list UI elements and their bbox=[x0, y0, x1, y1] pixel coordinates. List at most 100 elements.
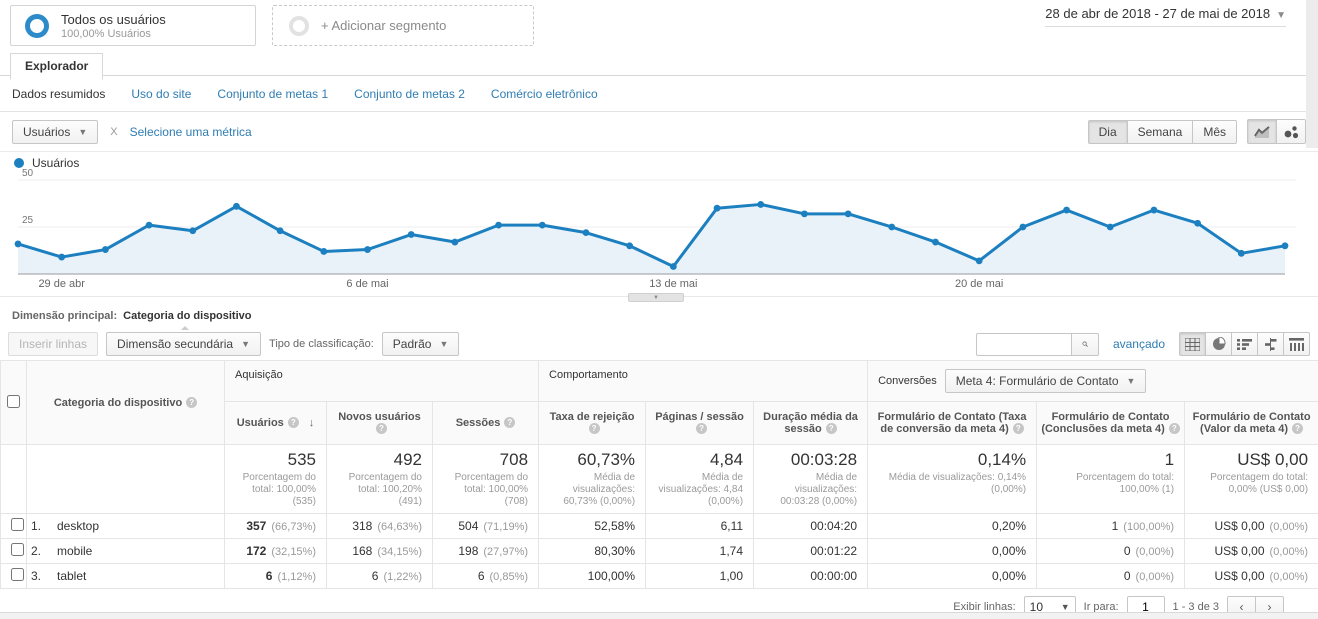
subtab-goal-set-2[interactable]: Conjunto de metas 2 bbox=[354, 86, 465, 101]
help-icon[interactable]: ? bbox=[1168, 423, 1180, 434]
x-tick-label: 20 de mai bbox=[955, 278, 1004, 290]
device-category-link[interactable]: mobile bbox=[57, 544, 93, 558]
table-summary-row: 535 Porcentagem do total: 100,00% (535) 4… bbox=[0, 444, 1318, 514]
device-category-table: Categoria do dispositivo? Aquisição Comp… bbox=[0, 360, 1318, 589]
column-sessions[interactable]: Sessões? bbox=[431, 401, 540, 445]
granularity-group: Dia Semana Mês bbox=[1087, 119, 1237, 144]
segment-subtitle: 100,00% Usuários bbox=[61, 27, 151, 40]
add-segment-label: + Adicionar segmento bbox=[321, 18, 447, 33]
line-chart-icon bbox=[1254, 125, 1270, 138]
legend-label: Usuários bbox=[32, 156, 80, 170]
column-pages-per-session[interactable]: Páginas / sessão? bbox=[645, 401, 755, 445]
help-icon[interactable]: ? bbox=[1012, 423, 1024, 434]
select-all-checkbox[interactable] bbox=[7, 394, 20, 408]
help-icon[interactable]: ? bbox=[825, 423, 837, 434]
scrollbar[interactable] bbox=[1306, 0, 1318, 148]
table-view-icon bbox=[1185, 337, 1200, 351]
row-checkbox[interactable] bbox=[11, 518, 24, 531]
device-category-link[interactable]: desktop bbox=[57, 519, 100, 533]
conversions-label: Conversões bbox=[878, 375, 937, 387]
granularity-month-button[interactable]: Mês bbox=[1192, 119, 1237, 144]
date-range-text: 28 de abr de 2018 - 27 de mai de 2018 bbox=[1045, 6, 1271, 21]
tab-explorer[interactable]: Explorador bbox=[10, 53, 104, 80]
pie-chart-icon bbox=[1212, 337, 1226, 350]
segment-header: Todos os usuários 100,00% Usuários + Adi… bbox=[0, 0, 1318, 148]
column-avg-session-duration[interactable]: Duração média da sessão? bbox=[753, 401, 869, 445]
help-icon[interactable]: ? bbox=[287, 417, 299, 428]
users-timeseries-chart[interactable]: 25 50 29 de abr 6 de mai 13 de mai 20 de mai… bbox=[0, 168, 1318, 304]
comparison-bars-icon bbox=[1265, 337, 1277, 351]
select-all-cell bbox=[0, 360, 27, 445]
column-goal-completions[interactable]: Formulário de Contato (Conclusões da met… bbox=[1036, 401, 1186, 445]
goto-page-label: Ir para: bbox=[1083, 601, 1119, 613]
category-header-label: Categoria do dispositivo bbox=[53, 396, 183, 409]
insert-rows-button[interactable]: Inserir linhas bbox=[8, 332, 99, 356]
row-checkbox[interactable] bbox=[11, 568, 24, 581]
help-icon[interactable]: ? bbox=[588, 423, 600, 434]
segment-title: Todos os usuários bbox=[61, 11, 166, 27]
column-new-users[interactable]: Novos usuários? bbox=[326, 401, 433, 445]
granularity-day-button[interactable]: Dia bbox=[1087, 119, 1128, 144]
select-metric-link[interactable]: Selecione uma métrica bbox=[129, 124, 252, 139]
table-toolbar: Inserir linhas Dimensão secundária ▼ Tipo… bbox=[0, 328, 1318, 360]
metric-dropdown[interactable]: Usuários ▼ bbox=[12, 119, 99, 144]
column-goal-value[interactable]: Formulário de Contato (Valor da meta 4)? bbox=[1184, 401, 1318, 445]
segment-all-users[interactable]: Todos os usuários 100,00% Usuários bbox=[10, 5, 256, 46]
sort-type-label: Tipo de classificação: bbox=[269, 338, 374, 350]
view-comparison-button[interactable] bbox=[1257, 332, 1284, 356]
help-icon[interactable]: ? bbox=[376, 423, 387, 434]
line-chart-button[interactable] bbox=[1247, 119, 1277, 144]
help-icon[interactable]: ? bbox=[504, 417, 516, 428]
view-table-button[interactable] bbox=[1179, 332, 1206, 356]
subtab-goal-set-1[interactable]: Conjunto de metas 1 bbox=[217, 86, 329, 101]
date-range-selector[interactable]: 28 de abr de 2018 - 27 de mai de 2018 ▼ bbox=[1045, 6, 1286, 27]
x-tick-label: 13 de mai bbox=[649, 278, 698, 290]
chart-canvas bbox=[14, 179, 1296, 275]
column-goal-conversion-rate[interactable]: Formulário de Contato (Taxa de conversão… bbox=[867, 401, 1038, 445]
table-metric-header-row: Usuários? ↓ Novos usuários? Sessões? Taxa… bbox=[1, 401, 1318, 445]
group-behavior: Comportamento bbox=[538, 360, 869, 402]
legend-dot-icon bbox=[14, 158, 24, 168]
view-percentage-button[interactable] bbox=[1205, 332, 1232, 356]
sort-type-dropdown[interactable]: Padrão ▼ bbox=[381, 332, 460, 356]
chevron-down-icon: ▼ bbox=[1276, 10, 1286, 21]
sort-desc-icon: ↓ bbox=[308, 417, 315, 429]
help-icon[interactable]: ? bbox=[1292, 423, 1304, 434]
y-tick-label: 25 bbox=[22, 215, 34, 226]
performance-bars-icon bbox=[1237, 338, 1252, 350]
help-icon[interactable]: ? bbox=[696, 423, 708, 434]
advanced-filter-link[interactable]: avançado bbox=[1112, 337, 1165, 351]
pivot-icon bbox=[1289, 337, 1304, 351]
primary-dimension-label: Dimensão principal: bbox=[12, 310, 118, 322]
x-tick-label: 6 de mai bbox=[346, 278, 389, 290]
timeline-slider-handle[interactable]: ▼ bbox=[628, 293, 684, 302]
chevron-down-icon: ▼ bbox=[78, 126, 88, 137]
secondary-dimension-button[interactable]: Dimensão secundária ▼ bbox=[106, 332, 262, 356]
goal-selector-dropdown[interactable]: Meta 4: Formulário de Contato ▼ bbox=[944, 369, 1147, 393]
subtab-site-usage[interactable]: Uso do site bbox=[131, 86, 192, 101]
primary-dimension-device-category[interactable]: Categoria do dispositivo bbox=[123, 310, 252, 330]
column-users[interactable]: Usuários? ↓ bbox=[224, 401, 327, 445]
view-performance-button[interactable] bbox=[1231, 332, 1258, 356]
metric-bar: Usuários ▼ X Selecione uma métrica Dia Se… bbox=[0, 112, 1318, 152]
device-category-link[interactable]: tablet bbox=[57, 569, 87, 583]
x-tick-label: 29 de abr bbox=[38, 278, 85, 290]
search-button[interactable] bbox=[1070, 332, 1099, 356]
help-icon[interactable]: ? bbox=[186, 396, 198, 408]
chevron-down-icon: ▼ bbox=[439, 339, 449, 349]
view-pivot-button[interactable] bbox=[1283, 332, 1310, 356]
subtab-summary[interactable]: Dados resumidos bbox=[12, 86, 106, 101]
granularity-week-button[interactable]: Semana bbox=[1126, 119, 1194, 144]
search-icon bbox=[1082, 341, 1088, 347]
segment-donut-icon bbox=[25, 13, 49, 38]
motion-chart-button[interactable] bbox=[1276, 119, 1306, 144]
column-category[interactable]: Categoria do dispositivo? bbox=[26, 360, 225, 445]
add-segment-circle-icon bbox=[289, 15, 309, 36]
goal-selector-value: Meta 4: Formulário de Contato bbox=[955, 374, 1119, 388]
subtab-ecommerce[interactable]: Comércio eletrônico bbox=[490, 86, 598, 101]
metric-dropdown-label: Usuários bbox=[23, 124, 71, 139]
table-search-input[interactable] bbox=[975, 332, 1072, 356]
column-bounce-rate[interactable]: Taxa de rejeição? bbox=[538, 401, 647, 445]
row-checkbox[interactable] bbox=[11, 543, 24, 556]
add-segment-button[interactable]: + Adicionar segmento bbox=[272, 5, 534, 46]
